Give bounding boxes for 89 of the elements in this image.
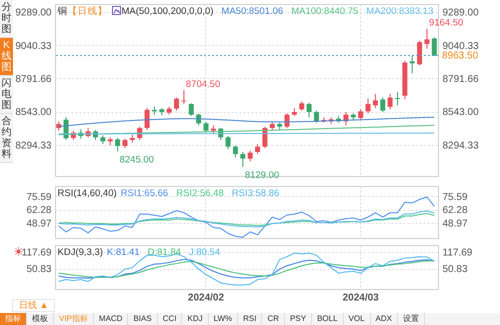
y-tick-label: 8543.00 xyxy=(15,107,52,118)
y2-tick-label: 8543.00 xyxy=(442,107,480,118)
y2-tick-label: 9289.00 xyxy=(442,8,480,19)
text: CR xyxy=(262,313,286,325)
candlestick xyxy=(358,108,364,120)
annotation: 8704.50 xyxy=(186,79,220,90)
y2-tick-label: 117.69 xyxy=(442,248,473,258)
candlestick xyxy=(306,102,312,118)
annotation: 8129.00 xyxy=(244,170,280,181)
y-tick-label: 50.83 xyxy=(26,264,52,276)
candlestick xyxy=(144,108,150,130)
candlestick xyxy=(270,120,275,132)
candlestick xyxy=(188,102,194,116)
text: 分时图 xyxy=(0,0,13,38)
candlestick xyxy=(372,93,378,108)
y-tick-label: 8294.33 xyxy=(15,140,52,152)
candlestick xyxy=(432,36,437,56)
text: RSI2:56.48 xyxy=(176,188,224,198)
text: VOL xyxy=(344,313,371,325)
line-series xyxy=(58,196,435,238)
y-tick-label: 62.28 xyxy=(26,205,52,216)
x-tick-label: 2024/02 xyxy=(188,292,224,304)
text: 指标 xyxy=(0,313,27,325)
annotation: 9164.50 xyxy=(428,18,464,29)
text: 合约资料 xyxy=(0,114,13,163)
candlestick xyxy=(380,96,386,112)
y-tick-label: 8791.66 xyxy=(15,74,52,85)
candlestick xyxy=(122,138,128,148)
y-tick-label: 75.59 xyxy=(26,192,52,203)
text: MA200:8383.13 xyxy=(366,6,434,16)
candlestick xyxy=(174,96,180,112)
candlestick xyxy=(388,93,393,110)
candlestick xyxy=(284,112,290,128)
candlestick xyxy=(248,150,253,162)
candlestick xyxy=(232,144,238,158)
candlestick xyxy=(181,90,186,104)
candlestick xyxy=(394,92,400,106)
chart-subtitle: 【日线】 xyxy=(68,6,108,16)
candlestick xyxy=(410,54,415,74)
candlestick xyxy=(226,136,231,150)
candlestick xyxy=(115,138,120,152)
y2-tick-label: 9040.33 xyxy=(442,40,480,52)
text: RSI xyxy=(238,313,262,325)
text: 日线 ▲ xyxy=(12,299,56,312)
text: BIAS xyxy=(128,313,158,325)
text: CCI xyxy=(158,313,182,325)
text: RSI3:58.86 xyxy=(232,188,280,198)
text: LW% xyxy=(208,313,238,325)
text: K线图 xyxy=(0,38,13,76)
text: MA50:8501.06 xyxy=(221,6,284,16)
annotation: MA(50,100,200,0,0,0) xyxy=(122,6,214,16)
candlestick xyxy=(366,98,371,114)
text: KDJ xyxy=(182,313,209,325)
candlestick xyxy=(240,152,246,168)
annotation: 8245.00 xyxy=(120,154,154,166)
y2-tick-label: 50.83 xyxy=(442,264,468,276)
chart-title: 铜 xyxy=(58,6,68,16)
candlestick xyxy=(255,144,260,154)
text: PSY xyxy=(285,313,312,325)
y-tick-label: 117.69 xyxy=(22,248,52,258)
y-tick-label: 9289.00 xyxy=(15,8,52,19)
text: 闪电图 xyxy=(0,76,13,114)
series-label: K:81.41 xyxy=(106,246,140,258)
text: BOLL xyxy=(312,313,344,325)
candlestick xyxy=(417,40,422,66)
chart-title: KDJ(9,3,3) xyxy=(58,246,103,258)
x-tick-label: 2024/03 xyxy=(342,292,380,304)
text: VIP指标 xyxy=(54,313,94,325)
text: ADX xyxy=(370,313,398,325)
text: MA100:8440.75 xyxy=(291,6,358,16)
y2-tick-label: 8294.33 xyxy=(442,140,480,152)
y-tick-label: 9040.33 xyxy=(15,40,52,52)
text: 设置 xyxy=(398,313,425,325)
series-label: J:80.54 xyxy=(188,246,220,258)
series-label: RSI1:65.66 xyxy=(120,188,168,198)
y2-tick-label: 48.97 xyxy=(442,218,468,230)
y-tick-label: 48.97 xyxy=(26,218,52,230)
candlestick xyxy=(299,100,304,112)
candlestick xyxy=(203,122,208,134)
y2-tick-label: 75.59 xyxy=(442,192,468,203)
y2-tick-label: 62.28 xyxy=(442,205,468,216)
ref-line-label: 8963.50 xyxy=(442,50,479,62)
y2-tick-label: 8791.66 xyxy=(442,74,480,85)
candlestick xyxy=(314,110,319,124)
series-label: D:81.84 xyxy=(148,246,181,258)
candlestick xyxy=(424,28,430,50)
text: MACD xyxy=(94,313,128,325)
text: 模板 xyxy=(27,313,54,325)
chart-title: RSI(14,60,40) xyxy=(58,188,117,198)
